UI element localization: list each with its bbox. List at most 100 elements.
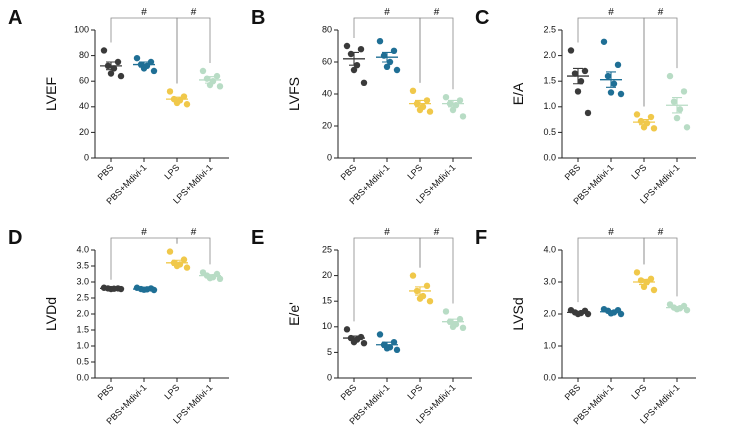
panel-letter: C <box>475 7 489 29</box>
data-point <box>683 124 691 131</box>
error-bar <box>606 310 616 313</box>
data-point <box>360 79 368 87</box>
error-bar <box>205 76 215 84</box>
y-tick-label: 10 <box>322 321 332 331</box>
data-point <box>676 106 684 113</box>
y-tick-label: 40 <box>322 88 332 98</box>
data-point <box>107 70 115 77</box>
data-point <box>614 61 622 69</box>
data-point <box>390 338 398 346</box>
error-bar <box>172 96 182 102</box>
x-tick-label: LPS <box>405 162 424 181</box>
data-point <box>670 98 678 105</box>
error-bar <box>448 318 458 325</box>
data-point <box>360 339 368 347</box>
x-tick-label: LPS <box>629 162 648 181</box>
y-tick-label: 4.0 <box>76 244 89 254</box>
data-point <box>571 70 579 77</box>
y-tick-label: 0.0 <box>76 372 89 382</box>
y-tick-label: 2.0 <box>543 308 556 318</box>
data-point <box>393 346 401 354</box>
data-point <box>347 50 355 58</box>
data-point <box>640 283 648 290</box>
y-axis-label: E/e' <box>286 302 302 326</box>
data-point <box>376 331 384 338</box>
significance-label: # <box>608 227 614 238</box>
data-point <box>376 38 384 45</box>
data-point <box>183 264 191 271</box>
data-point <box>426 108 434 115</box>
data-point <box>150 286 158 294</box>
data-point <box>100 47 108 54</box>
data-point <box>416 106 424 114</box>
y-tick-label: 60 <box>79 76 89 86</box>
data-point <box>147 58 155 66</box>
y-tick-label: 4.0 <box>543 244 556 254</box>
data-point <box>117 72 125 80</box>
significance-label: # <box>141 227 147 238</box>
error-bar <box>172 259 182 266</box>
error-bar <box>139 288 149 290</box>
data-point <box>581 67 589 75</box>
x-tick-label: LPS <box>162 162 181 181</box>
data-point <box>357 46 365 53</box>
y-axis-label: LVEF <box>43 77 59 111</box>
y-tick-label: 3.0 <box>76 276 89 286</box>
data-point <box>442 94 450 101</box>
y-tick-label: 1.0 <box>543 340 556 350</box>
y-tick-label: 80 <box>79 50 89 60</box>
y-tick-label: 0 <box>84 152 89 162</box>
x-tick-label: PBS <box>96 382 116 402</box>
data-point <box>647 113 655 121</box>
x-tick-label: LPS <box>162 382 181 401</box>
panel-letter: D <box>8 227 22 249</box>
error-bar <box>382 341 392 348</box>
y-tick-label: 0 <box>327 372 332 382</box>
error-bar <box>349 335 359 341</box>
significance-label: # <box>434 227 440 238</box>
data-point <box>393 66 401 74</box>
data-point <box>180 256 188 263</box>
x-tick-label: PBS <box>563 162 583 182</box>
error-bar <box>415 99 425 108</box>
data-point <box>666 72 674 80</box>
data-point <box>456 97 464 104</box>
y-tick-label: 3.0 <box>543 276 556 286</box>
y-tick-label: 0 <box>327 152 332 162</box>
data-point <box>390 47 398 54</box>
data-point <box>409 272 417 279</box>
data-point <box>383 63 391 70</box>
significance-bracket <box>419 17 454 90</box>
data-point <box>133 54 141 62</box>
error-bar <box>672 97 682 114</box>
panel-letter: A <box>8 7 22 29</box>
y-tick-label: 15 <box>322 296 332 306</box>
panel: DLVDd0.00.51.01.52.02.53.03.54.0PBSPBS+M… <box>8 227 229 426</box>
y-tick-label: 2.0 <box>543 50 556 60</box>
y-tick-label: 0.5 <box>543 127 556 137</box>
significance-label: # <box>384 7 390 18</box>
data-point <box>680 88 688 95</box>
error-bar <box>448 99 458 108</box>
data-point <box>216 275 224 282</box>
data-point <box>633 111 641 118</box>
data-point <box>173 262 181 270</box>
y-tick-label: 80 <box>322 24 332 34</box>
data-point <box>459 113 467 120</box>
data-point <box>650 286 658 294</box>
data-point <box>584 109 592 117</box>
y-tick-label: 3.5 <box>76 260 89 270</box>
significance-label: # <box>141 7 147 18</box>
y-tick-label: 1.5 <box>76 324 89 334</box>
data-point <box>350 66 358 74</box>
x-tick-label: LPS <box>629 382 648 401</box>
data-point <box>567 47 575 54</box>
significance-bracket <box>643 17 678 107</box>
data-point <box>423 282 431 290</box>
significance-label: # <box>658 7 664 18</box>
y-axis-label: LVDd <box>43 297 59 331</box>
